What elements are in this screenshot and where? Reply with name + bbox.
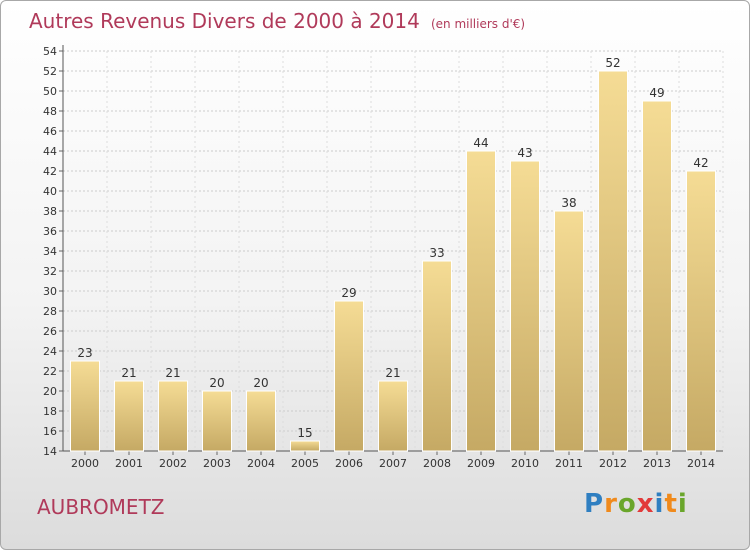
bar bbox=[114, 380, 144, 452]
x-tick-label: 2014 bbox=[687, 457, 715, 470]
logo-letter: i bbox=[677, 489, 688, 519]
x-tick-label: 2003 bbox=[203, 457, 231, 470]
bar bbox=[334, 300, 364, 452]
proxiti-logo[interactable]: Proxiti bbox=[584, 489, 688, 519]
bar-value-label: 52 bbox=[605, 56, 620, 70]
chart-title: Autres Revenus Divers de 2000 à 2014 (en… bbox=[29, 9, 525, 33]
y-tick-label: 14 bbox=[43, 445, 57, 458]
bar-value-label: 44 bbox=[473, 136, 488, 150]
bar bbox=[70, 360, 100, 452]
y-tick-label: 26 bbox=[43, 325, 57, 338]
x-tick-label: 2011 bbox=[555, 457, 583, 470]
bar-value-label: 20 bbox=[209, 376, 224, 390]
y-tick-label: 44 bbox=[43, 145, 57, 158]
y-tick-label: 46 bbox=[43, 125, 57, 138]
bar-value-label: 49 bbox=[649, 86, 664, 100]
bars bbox=[70, 70, 716, 452]
bar-value-label: 29 bbox=[341, 286, 356, 300]
bar bbox=[686, 170, 716, 452]
logo-letter: x bbox=[636, 489, 655, 519]
bar-value-label: 33 bbox=[429, 246, 444, 260]
bar bbox=[378, 380, 408, 452]
y-tick-label: 48 bbox=[43, 105, 57, 118]
y-tick-label: 28 bbox=[43, 305, 57, 318]
y-tick-label: 24 bbox=[43, 345, 57, 358]
y-tick-label: 38 bbox=[43, 205, 57, 218]
bar bbox=[422, 260, 452, 452]
y-tick-label: 16 bbox=[43, 425, 57, 438]
bar-value-label: 23 bbox=[77, 346, 92, 360]
y-tick-label: 50 bbox=[43, 85, 57, 98]
x-tick-label: 2004 bbox=[247, 457, 275, 470]
bar-value-label: 20 bbox=[253, 376, 268, 390]
bar bbox=[642, 100, 672, 452]
x-tick-label: 2001 bbox=[115, 457, 143, 470]
x-tick-label: 2010 bbox=[511, 457, 539, 470]
bar-value-label: 21 bbox=[165, 366, 180, 380]
bar bbox=[510, 160, 540, 452]
bar-value-label: 15 bbox=[297, 426, 312, 440]
y-tick-label: 22 bbox=[43, 365, 57, 378]
bar bbox=[202, 390, 232, 452]
bar bbox=[246, 390, 276, 452]
bar bbox=[598, 70, 628, 452]
x-tick-label: 2013 bbox=[643, 457, 671, 470]
bar bbox=[554, 210, 584, 452]
logo-letter: i bbox=[654, 489, 665, 519]
chart-title-text: Autres Revenus Divers de 2000 à 2014 bbox=[29, 9, 420, 33]
bar bbox=[158, 380, 188, 452]
x-tick-label: 2012 bbox=[599, 457, 627, 470]
bar-value-label: 38 bbox=[561, 196, 576, 210]
x-tick-label: 2005 bbox=[291, 457, 319, 470]
chart-unit-note: (en milliers d'€) bbox=[430, 17, 526, 31]
bar-value-label: 21 bbox=[385, 366, 400, 380]
logo-letter: t bbox=[664, 489, 678, 519]
x-tick-label: 2009 bbox=[467, 457, 495, 470]
bar-value-label: 21 bbox=[121, 366, 136, 380]
x-tick-label: 2006 bbox=[335, 457, 363, 470]
y-tick-label: 20 bbox=[43, 385, 57, 398]
y-tick-label: 54 bbox=[43, 45, 57, 58]
y-tick-label: 34 bbox=[43, 245, 57, 258]
y-tick-label: 42 bbox=[43, 165, 57, 178]
logo-letter: o bbox=[617, 489, 637, 519]
y-tick-label: 18 bbox=[43, 405, 57, 418]
labels: 14 16 18 20 22 24 26 28 30 32 34 36 38 40 42 44 46 48 50 52… bbox=[43, 45, 715, 470]
x-tick-label: 2000 bbox=[71, 457, 99, 470]
bar-value-label: 42 bbox=[693, 156, 708, 170]
y-tick-label: 30 bbox=[43, 285, 57, 298]
x-tick-label: 2008 bbox=[423, 457, 451, 470]
bar bbox=[466, 150, 496, 452]
x-tick-label: 2002 bbox=[159, 457, 187, 470]
logo-letter: P bbox=[584, 489, 605, 519]
y-tick-label: 32 bbox=[43, 265, 57, 278]
logo-letter: r bbox=[604, 489, 618, 519]
y-tick-label: 52 bbox=[43, 65, 57, 78]
bar bbox=[290, 440, 320, 452]
bar-value-label: 43 bbox=[517, 146, 532, 160]
y-tick-label: 40 bbox=[43, 185, 57, 198]
y-tick-label: 36 bbox=[43, 225, 57, 238]
commune-name: AUBROMETZ bbox=[37, 495, 165, 519]
x-tick-label: 2007 bbox=[379, 457, 407, 470]
